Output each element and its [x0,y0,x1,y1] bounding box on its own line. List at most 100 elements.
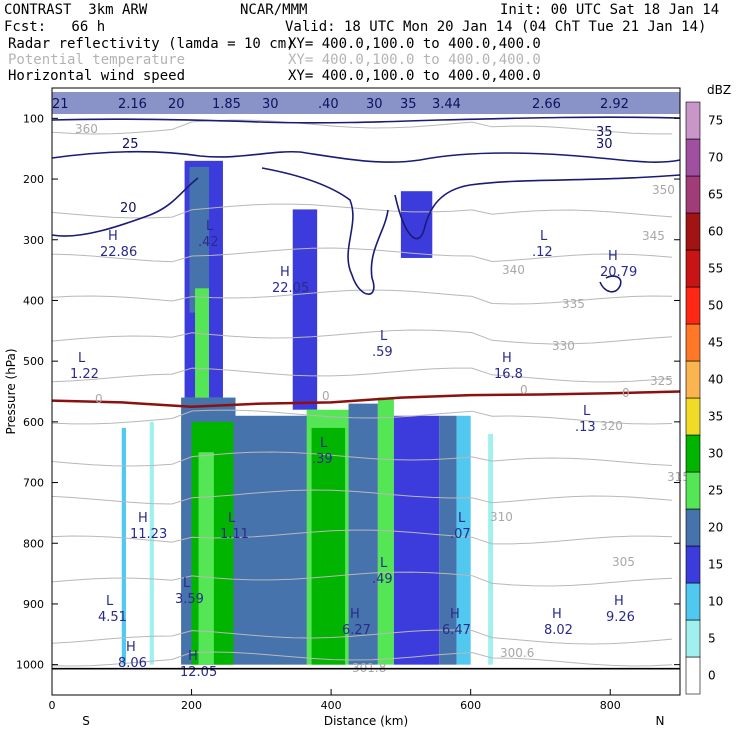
reflectivity-cell [439,415,457,665]
extremum-type-label: H [552,607,562,622]
y-tick-label: 900 [23,598,44,611]
freezing-level-line [51,390,681,408]
reflectivity-cell [195,288,209,398]
wind-speed-label: 30 [596,137,613,152]
colorbar-level-label: 45 [708,336,723,350]
extremum-value-label: 22.05 [272,281,309,296]
extremum-type-label: H [608,249,618,264]
y-tick-label: 300 [23,234,44,247]
extremum-type-label: L [458,511,466,526]
top-wind-label: 30 [262,97,279,112]
extremum-value-label: 11.23 [130,527,167,542]
model-title: CONTRAST 3km ARW [4,2,148,18]
theta-contour [51,489,673,505]
colorbar-unit-label: dBZ [707,83,731,97]
theta-contour [51,529,673,545]
extremum-type-label: L [106,594,114,609]
upper-wind-band [52,92,680,114]
extremum-type-label: L [183,576,191,591]
theta-contour [51,571,673,587]
x-axis-end-label: N [656,714,665,728]
field-name-wind: Horizontal wind speed [8,68,186,84]
field-name-theta: Potential temperature [8,52,186,68]
colorbar-level-label: 30 [708,447,723,461]
reflectivity-cell [400,191,433,258]
reflectivity-cell [393,415,440,665]
init-time: Init: 00 UTC Sat 18 Jan 14 [500,2,720,18]
extremum-value-label: 6.47 [442,623,471,638]
colorbar-level-label: 75 [708,114,723,128]
extremum-value-label: .13 [575,420,596,435]
freezing-level-label: 0 [622,386,630,400]
colorbar-swatch [685,471,701,510]
top-wind-label: 3.44 [432,97,461,112]
freezing-level-label: 0 [520,383,528,397]
colorbar-level-label: 35 [708,410,723,424]
organization-label: NCAR/MMM [240,2,308,18]
colorbar-swatch [685,101,701,140]
y-tick-label: 1000 [16,659,44,672]
theta-contour-label: 360 [75,122,98,136]
extremum-type-label: H [280,265,290,280]
extremum-value-label: 3.59 [175,592,204,607]
top-wind-label: 30 [366,97,383,112]
theta-contour [51,451,673,467]
extremum-type-label: L [380,556,388,571]
y-tick-label: 400 [23,294,44,307]
reflectivity-cell [456,415,471,665]
theta-contour-label: 310 [490,510,513,524]
extremum-type-label: L [583,404,591,419]
colorbar-level-label: 60 [708,225,723,239]
field-xy-reflectivity: XY= 400.0,100.0 to 400.0,400.0 [288,36,541,52]
colorbar-level-label: 15 [708,558,723,572]
top-wind-label: 1.85 [212,97,241,112]
theta-contour-label: 350 [652,183,675,197]
theta-contour-label: 305 [612,555,635,569]
colorbar-swatch [685,323,701,362]
extremum-type-label: L [228,511,236,526]
theta-contour [51,119,672,135]
field-name-reflectivity: Radar reflectivity (lamda = 10 cm) [8,36,295,52]
colorbar-level-label: 25 [708,484,723,498]
theta-contour [51,289,673,305]
colorbar-level-label: 10 [708,595,723,609]
reflectivity-cell [488,433,493,665]
colorbar-swatch [685,212,701,251]
theta-contour-label: 345 [642,229,665,243]
y-tick-label: 600 [23,416,44,429]
x-tick-label: 800 [600,699,621,712]
field-xy-theta: XY= 400.0,100.0 to 400.0,400.0 [288,52,541,68]
valid-time: Valid: 18 UTC Mon 20 Jan 14 (04 ChT Tue … [285,19,707,35]
theta-contour [51,629,673,645]
colorbar-level-label: 65 [708,188,723,202]
extremum-value-label: 16.8 [494,367,523,382]
forecast-hour: Fcst: 66 h [4,19,106,35]
extremum-type-label: L [206,219,214,234]
y-tick-label: 500 [23,355,44,368]
extremum-type-label: H [108,229,118,244]
extremum-value-label: .59 [372,345,393,360]
reflectivity-cell [348,403,378,665]
extremum-value-label: 4.51 [98,610,127,625]
extremum-type-label: L [380,329,388,344]
field-xy-wind: XY= 400.0,100.0 to 400.0,400.0 [288,68,541,84]
reflectivity-cell [189,166,209,313]
extremum-type-label: H [502,351,512,366]
colorbar-level-label: 55 [708,262,723,276]
wind-speed-label: 35 [596,125,613,140]
extremum-value-label: .07 [450,527,471,542]
colorbar-swatch [685,656,701,695]
theta-contour-label: 325 [650,374,673,388]
colorbar-level-label: 0 [708,669,716,683]
colorbar-swatch [685,138,701,177]
colorbar-swatch [685,434,701,473]
extremum-type-label: L [540,229,548,244]
extremum-type-label: H [450,607,460,622]
x-axis-start-label: S [82,714,90,728]
colorbar-level-label: 70 [708,151,723,165]
colorbar-swatch [685,397,701,436]
colorbar-level-label: 50 [708,299,723,313]
extremum-value-label: 6.27 [342,623,371,638]
x-axis-label: Distance (km) [324,714,408,728]
